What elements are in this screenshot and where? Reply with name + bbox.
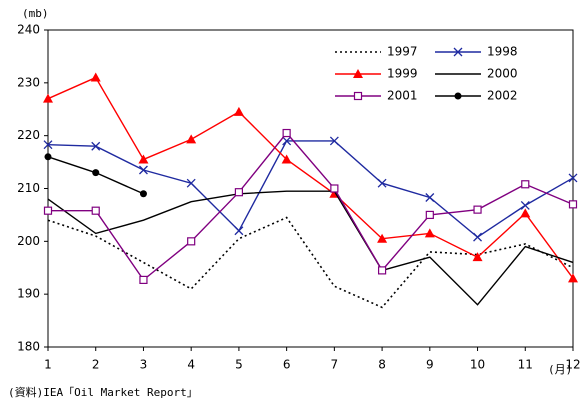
series-line (47, 140, 574, 238)
marker (234, 226, 244, 236)
marker (187, 237, 196, 246)
marker (91, 141, 101, 151)
source-note: (資料)IEA「Oil Market Report」 (8, 385, 198, 399)
series-line (47, 190, 574, 306)
marker (43, 206, 53, 215)
marker (281, 154, 292, 164)
marker (139, 275, 148, 285)
marker (186, 134, 197, 144)
series-line (48, 131, 574, 281)
marker (353, 69, 363, 78)
marker (90, 72, 101, 82)
marker (139, 190, 147, 198)
y-tick-label: 210 (17, 181, 40, 195)
x-tick-label: 5 (235, 358, 243, 372)
marker (453, 47, 463, 57)
y-tick-label: 190 (17, 287, 40, 301)
legend-label: 1998 (487, 45, 518, 59)
marker (568, 173, 578, 183)
marker (282, 128, 291, 138)
x-tick-label: 9 (426, 358, 434, 372)
marker (425, 193, 435, 202)
marker (329, 136, 339, 146)
marker (43, 93, 53, 103)
y-tick-label: 220 (17, 128, 40, 142)
x-tick-label: 11 (518, 358, 533, 372)
marker (282, 136, 292, 146)
x-tick-label: 1 (44, 358, 52, 372)
legend-label: 1997 (387, 45, 418, 59)
x-tick-label: 6 (283, 358, 291, 372)
marker (520, 200, 530, 210)
marker (473, 232, 483, 242)
y-tick-label: 180 (17, 340, 40, 354)
x-tick-label: 12 (565, 358, 580, 372)
marker (521, 180, 530, 189)
marker (138, 165, 148, 175)
x-tick-label: 10 (470, 358, 485, 372)
marker (454, 92, 462, 100)
legend-label: 2001 (387, 89, 418, 103)
marker (138, 154, 149, 164)
marker (353, 91, 363, 101)
x-tick-label: 2 (92, 358, 100, 372)
series-line (47, 76, 574, 279)
marker (472, 252, 483, 262)
marker (568, 200, 578, 209)
y-tick-label: 200 (17, 234, 40, 248)
marker (377, 266, 387, 275)
y-unit-label: (mb) (22, 7, 49, 20)
marker (186, 178, 196, 188)
marker (43, 140, 53, 150)
series-line (47, 216, 574, 309)
x-tick-label: 3 (140, 358, 148, 372)
y-tick-label: 230 (17, 75, 40, 89)
x-unit-label: (月) (548, 363, 572, 376)
legend-label: 2000 (487, 67, 518, 81)
legend-label: 1999 (387, 67, 418, 81)
x-tick-label: 7 (331, 358, 339, 372)
marker (520, 208, 531, 218)
marker (568, 273, 578, 283)
marker (234, 188, 244, 197)
marker (92, 169, 100, 177)
marker (330, 184, 339, 193)
y-tick-label: 240 (17, 23, 40, 37)
x-tick-label: 4 (187, 358, 195, 372)
legend-label: 2002 (487, 89, 518, 103)
marker (377, 178, 387, 188)
marker (233, 106, 244, 116)
marker (377, 233, 388, 243)
marker (44, 153, 52, 161)
marker (425, 210, 434, 220)
marker (91, 206, 100, 215)
marker (424, 228, 435, 238)
x-tick-label: 8 (378, 358, 386, 372)
marker (473, 205, 482, 214)
